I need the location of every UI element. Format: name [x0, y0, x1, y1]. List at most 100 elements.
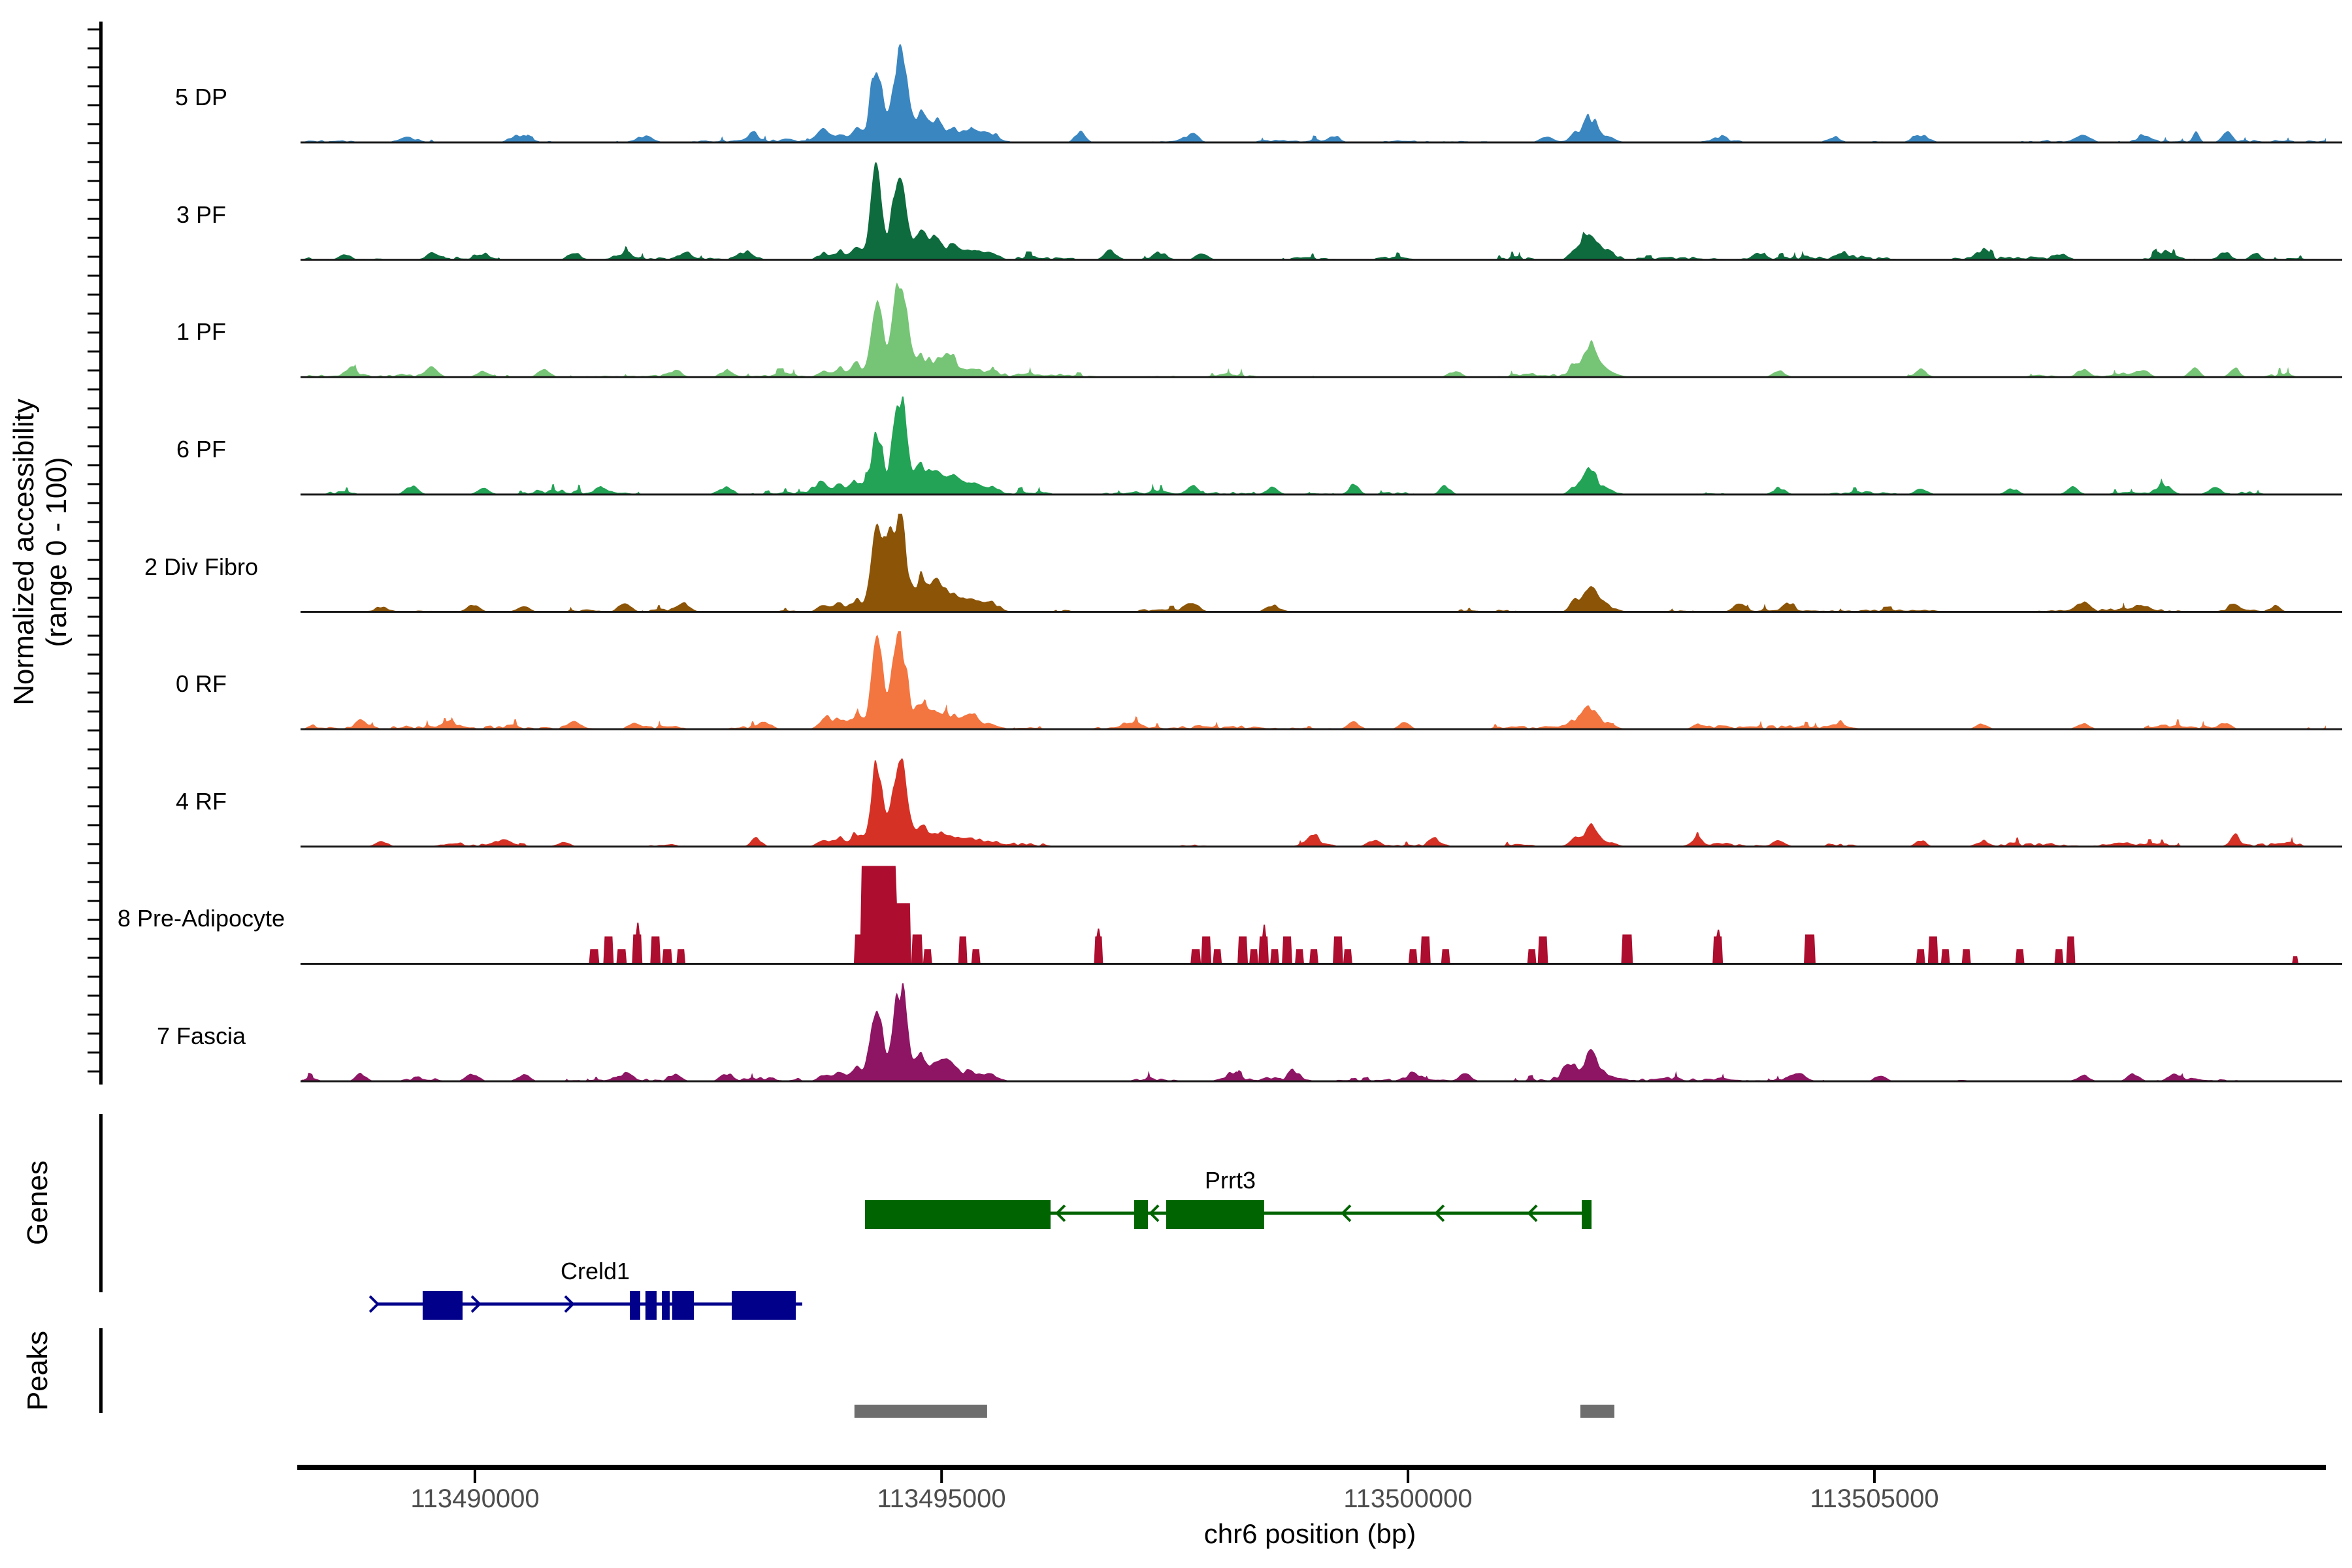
- track-baseline: [301, 376, 2342, 378]
- y-axis-tick: [88, 691, 99, 694]
- track-label-6: 4 RF: [175, 787, 227, 815]
- x-axis-tick: [1407, 1470, 1410, 1483]
- coverage-track-0: [301, 44, 2342, 144]
- gene-exon: [865, 1200, 1051, 1229]
- y-axis-label-line2: (range 0 - 100): [41, 457, 73, 647]
- y-axis-tick: [88, 843, 99, 845]
- coverage-area: [301, 282, 2326, 378]
- coverage-area: [301, 514, 2326, 612]
- coverage-area: [301, 983, 2326, 1081]
- gene-strand-arrow: [368, 1295, 380, 1313]
- coverage-track-1: [301, 161, 2342, 261]
- track-label-1: 3 PF: [176, 201, 227, 228]
- y-axis-tick: [88, 1013, 99, 1016]
- y-axis-tick: [88, 881, 99, 883]
- coverage-track-6: [301, 758, 2342, 848]
- y-axis-line: [99, 22, 103, 1085]
- track-label-7: 8 Pre-Adipocyte: [117, 905, 286, 932]
- coverage-area: [301, 631, 2326, 730]
- peak-bar: [854, 1405, 987, 1418]
- coverage-area: [301, 396, 2326, 495]
- gene-exon: [422, 1291, 463, 1320]
- y-axis-tick: [88, 559, 99, 561]
- coverage-area: [301, 758, 2326, 847]
- y-axis-tick: [88, 180, 99, 182]
- y-axis-tick: [88, 142, 99, 144]
- track-label-4: 2 Div Fibro: [144, 553, 259, 580]
- peaks-axis-line: [99, 1328, 103, 1413]
- y-axis-tick: [88, 767, 99, 770]
- y-axis-tick: [88, 900, 99, 902]
- y-axis-tick: [88, 445, 99, 448]
- y-axis-label-line1: Normalized accessibility: [8, 399, 40, 706]
- genes-section-label: Genes: [22, 1160, 54, 1245]
- gene-exon: [1166, 1200, 1264, 1229]
- track-baseline: [301, 141, 2342, 144]
- gene-strand-arrow: [1149, 1204, 1160, 1222]
- y-axis-tick: [88, 464, 99, 466]
- gene-body-line: [378, 1302, 802, 1306]
- gene-exon: [1134, 1200, 1149, 1229]
- y-axis-tick: [88, 1051, 99, 1054]
- track-baseline: [301, 962, 2342, 965]
- peaks-section-label: Peaks: [22, 1330, 54, 1411]
- y-axis-tick: [88, 596, 99, 599]
- y-axis-tick: [88, 615, 99, 618]
- coverage-track-3: [301, 396, 2342, 496]
- y-axis-tick: [88, 407, 99, 410]
- track-baseline: [301, 1080, 2342, 1083]
- y-axis-tick: [88, 502, 99, 504]
- y-axis-tick: [88, 653, 99, 656]
- track-baseline: [301, 493, 2342, 496]
- track-baseline: [301, 611, 2342, 613]
- coverage-track-8: [301, 983, 2342, 1083]
- y-axis-tick: [88, 161, 99, 163]
- gene-strand-arrow: [1434, 1204, 1445, 1222]
- y-axis-tick: [88, 824, 99, 826]
- y-axis-tick: [88, 388, 99, 391]
- y-axis-tick: [88, 862, 99, 864]
- y-axis-tick: [88, 85, 99, 88]
- gene-exon: [662, 1291, 670, 1320]
- y-axis-tick: [88, 331, 99, 334]
- y-axis-tick: [88, 578, 99, 580]
- gene-strand-arrow: [1341, 1204, 1352, 1222]
- y-axis-tick: [88, 218, 99, 220]
- y-axis-tick: [88, 369, 99, 372]
- y-axis-tick: [88, 786, 99, 789]
- y-axis-tick: [88, 994, 99, 997]
- y-axis-tick: [88, 199, 99, 201]
- y-axis-tick: [88, 729, 99, 732]
- gene-label-0: Prrt3: [1204, 1167, 1256, 1194]
- coverage-track-4: [301, 514, 2342, 613]
- gene-strand-arrow: [470, 1295, 482, 1313]
- y-axis-tick: [88, 956, 99, 959]
- y-axis-tick: [88, 28, 99, 31]
- y-axis-label: Normalized accessibility (range 0 - 100): [8, 399, 73, 705]
- track-baseline: [301, 728, 2342, 730]
- y-axis-tick: [88, 237, 99, 239]
- gene-creld1: [368, 1291, 802, 1320]
- y-axis-tick: [88, 1032, 99, 1035]
- y-axis-tick: [88, 975, 99, 978]
- y-axis-tick: [88, 66, 99, 69]
- x-axis-tick: [940, 1470, 943, 1483]
- x-axis-tick-label-0: 113490000: [410, 1484, 540, 1513]
- track-label-3: 6 PF: [176, 435, 227, 463]
- gene-strand-arrow: [1055, 1204, 1066, 1222]
- y-axis-tick: [88, 919, 99, 921]
- coverage-area: [301, 44, 2326, 142]
- gene-exon: [645, 1291, 657, 1320]
- y-axis-tick: [88, 748, 99, 751]
- x-axis-line: [297, 1465, 2326, 1470]
- coverage-track-2: [301, 282, 2342, 378]
- track-label-2: 1 PF: [176, 318, 227, 346]
- genes-axis-line: [99, 1114, 103, 1292]
- y-axis-tick: [88, 672, 99, 675]
- track-baseline: [301, 845, 2342, 848]
- gene-exon: [1582, 1200, 1592, 1229]
- track-baseline: [301, 259, 2342, 261]
- x-axis-title: chr6 position (bp): [1203, 1518, 1416, 1549]
- y-axis-tick: [88, 123, 99, 125]
